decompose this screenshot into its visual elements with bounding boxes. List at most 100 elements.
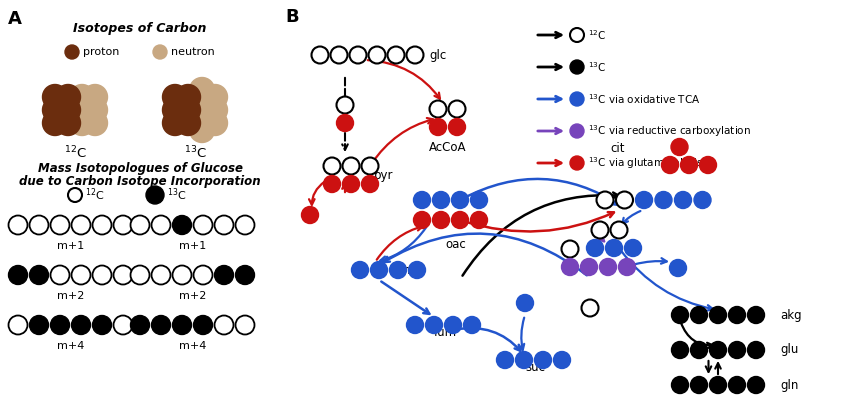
- Circle shape: [65, 45, 79, 59]
- Circle shape: [202, 97, 228, 122]
- Circle shape: [636, 192, 653, 209]
- Circle shape: [202, 111, 228, 136]
- Circle shape: [190, 105, 214, 130]
- Circle shape: [570, 156, 584, 170]
- Text: glc: glc: [429, 49, 446, 61]
- Text: A: A: [8, 10, 22, 28]
- Circle shape: [235, 265, 254, 284]
- Text: $^{13}$C via glutaminolysis: $^{13}$C via glutaminolysis: [588, 155, 704, 171]
- Circle shape: [214, 265, 234, 284]
- Circle shape: [50, 215, 70, 235]
- Circle shape: [131, 265, 150, 284]
- Circle shape: [361, 158, 378, 174]
- Circle shape: [605, 239, 622, 257]
- Circle shape: [68, 188, 82, 202]
- Circle shape: [71, 265, 90, 284]
- Circle shape: [570, 124, 584, 138]
- Circle shape: [190, 91, 214, 115]
- Circle shape: [55, 85, 81, 109]
- Circle shape: [324, 176, 341, 192]
- Text: $^{12}$C: $^{12}$C: [588, 28, 606, 42]
- Circle shape: [55, 97, 81, 122]
- Circle shape: [162, 111, 188, 136]
- Circle shape: [235, 316, 254, 334]
- Circle shape: [710, 306, 727, 324]
- Circle shape: [451, 192, 468, 209]
- Circle shape: [675, 192, 692, 209]
- Circle shape: [302, 207, 319, 223]
- Text: gln: gln: [780, 379, 798, 391]
- Circle shape: [82, 111, 107, 136]
- Circle shape: [194, 316, 212, 334]
- Circle shape: [151, 316, 171, 334]
- Circle shape: [517, 294, 534, 312]
- Circle shape: [175, 111, 201, 136]
- Circle shape: [681, 156, 698, 174]
- Circle shape: [114, 215, 133, 235]
- Circle shape: [413, 211, 430, 229]
- Circle shape: [146, 186, 164, 204]
- Text: Mass Isotopologues of Glucose: Mass Isotopologues of Glucose: [37, 162, 242, 175]
- Circle shape: [8, 215, 27, 235]
- Circle shape: [570, 28, 584, 42]
- Text: fum: fum: [434, 326, 457, 339]
- Circle shape: [371, 261, 388, 279]
- Circle shape: [433, 211, 450, 229]
- Circle shape: [388, 47, 405, 63]
- Circle shape: [352, 261, 369, 279]
- Circle shape: [670, 259, 687, 277]
- Circle shape: [8, 265, 27, 284]
- Text: mal: mal: [403, 263, 425, 277]
- Circle shape: [93, 215, 111, 235]
- Circle shape: [747, 306, 764, 324]
- Circle shape: [82, 85, 107, 109]
- Circle shape: [747, 342, 764, 358]
- Text: proton: proton: [83, 47, 119, 57]
- Circle shape: [173, 316, 191, 334]
- Circle shape: [515, 352, 532, 369]
- Circle shape: [70, 85, 94, 109]
- Circle shape: [655, 192, 672, 209]
- Circle shape: [496, 352, 513, 369]
- Circle shape: [331, 47, 348, 63]
- Circle shape: [562, 241, 579, 257]
- Circle shape: [700, 156, 717, 174]
- Circle shape: [214, 316, 234, 334]
- Circle shape: [671, 138, 688, 156]
- Circle shape: [581, 259, 598, 275]
- Circle shape: [30, 265, 48, 284]
- Circle shape: [471, 192, 488, 209]
- Circle shape: [8, 316, 27, 334]
- Text: due to Carbon Isotope Incorporation: due to Carbon Isotope Incorporation: [20, 175, 261, 188]
- Circle shape: [162, 85, 188, 109]
- Text: cit: cit: [610, 142, 625, 155]
- Text: suc: suc: [525, 361, 546, 374]
- Text: pyr: pyr: [373, 168, 393, 182]
- Circle shape: [175, 85, 201, 109]
- Circle shape: [50, 316, 70, 334]
- Circle shape: [202, 85, 228, 109]
- Text: $^{13}$C: $^{13}$C: [167, 187, 186, 203]
- Text: B: B: [285, 8, 298, 26]
- Circle shape: [429, 119, 446, 136]
- Circle shape: [173, 215, 191, 235]
- Circle shape: [426, 316, 443, 334]
- Circle shape: [581, 300, 598, 316]
- Circle shape: [694, 192, 711, 209]
- Circle shape: [190, 77, 214, 103]
- Text: $^{12}$C: $^{12}$C: [64, 145, 87, 162]
- Circle shape: [131, 316, 150, 334]
- Circle shape: [710, 342, 727, 358]
- Circle shape: [672, 342, 688, 358]
- Text: $^{13}$C: $^{13}$C: [588, 60, 606, 74]
- Circle shape: [747, 377, 764, 393]
- Circle shape: [343, 158, 360, 174]
- Circle shape: [463, 316, 480, 334]
- Circle shape: [214, 215, 234, 235]
- Circle shape: [190, 117, 214, 142]
- Circle shape: [592, 221, 609, 239]
- Circle shape: [42, 111, 67, 136]
- Text: m+4: m+4: [57, 341, 84, 351]
- Circle shape: [570, 92, 584, 106]
- Circle shape: [429, 101, 446, 117]
